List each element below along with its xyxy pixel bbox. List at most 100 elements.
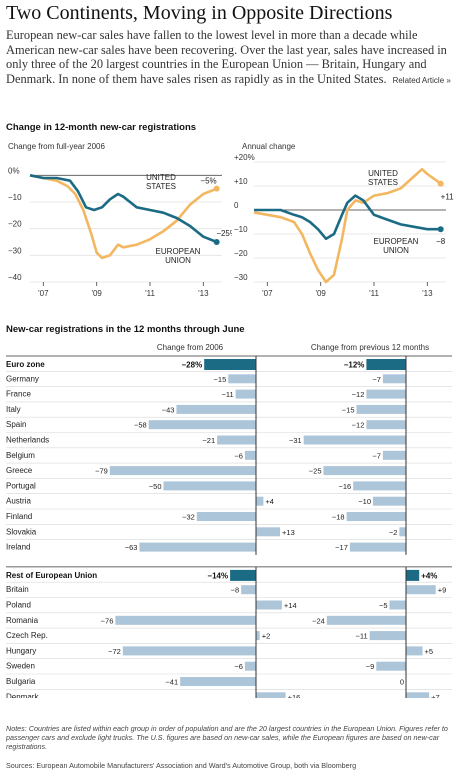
country-value-label: −72 [108,647,121,656]
country-bar [399,527,406,537]
country-bar [406,585,436,595]
country-label: Sweden [6,662,35,671]
country-bar [241,585,256,595]
country-bar [180,677,256,686]
country-value-label: −7 [372,451,381,460]
y-tick-label: −40 [8,273,22,282]
series-end-point [213,239,220,245]
y-tick-label: 0% [8,166,20,175]
group-total-label: −28% [182,361,203,370]
country-value-label: −58 [134,421,147,430]
country-value-label: +5 [425,647,434,656]
series-name-label: EUROPEAN [374,237,419,246]
country-value-label: −31 [289,436,302,445]
country-value-label: −15 [214,375,227,384]
country-bar [122,646,256,656]
series-line-united-states [29,174,218,260]
country-value-label: −41 [165,678,178,687]
country-label: Britain [6,585,29,594]
country-label: Belgium [6,451,35,460]
chart-subtitle: Annual change [242,142,296,151]
country-bar [406,692,430,698]
column-header: Change from 2006 [157,343,224,352]
y-tick-label: −30 [8,246,22,255]
country-value-label: +9 [438,586,447,595]
country-label: Spain [6,420,26,429]
country-bar [109,466,256,476]
y-tick-label: −20 [234,249,248,258]
country-value-label: −43 [162,405,175,414]
page-title: Two Continents, Moving in Opposite Direc… [6,2,393,24]
country-value-label: −63 [125,543,138,552]
notes: Notes: Countries are listed within each … [6,724,448,751]
x-tick-label: '11 [369,289,379,298]
country-value-label: −50 [149,482,162,491]
country-value-label: −8 [231,586,240,595]
country-label: Slovakia [6,527,37,536]
country-bar [115,615,257,625]
country-bar [303,435,406,445]
country-value-label: +13 [282,528,295,537]
country-bar [256,631,260,641]
country-value-label: −25 [309,467,322,476]
series-name-label: EUROPEAN [156,247,201,256]
country-bar [235,389,256,399]
x-tick-label: '09 [91,289,102,298]
country-value-label: +16 [288,693,301,698]
series-line-european-union [29,174,218,244]
group-name: Euro zone [6,360,45,369]
country-label: Denmark [6,692,39,698]
country-bar [406,646,423,656]
group-total-label: +4% [421,571,437,580]
country-bar [217,435,256,445]
x-tick-label: '11 [145,289,155,298]
series-end-label: −5% [200,177,216,186]
country-label: Hungary [6,646,36,655]
country-label: Poland [6,601,31,610]
line-chart-annual-change: Annual change +20% +10 0 −10 −20 −30 '07 '09 '11 '… [234,142,454,298]
intro-paragraph: European new-car sales have fallen to th… [6,28,458,88]
series-name-label: UNITED [146,173,176,182]
country-bar [228,374,256,384]
group-total-bar [204,359,256,370]
country-label: Italy [6,405,21,414]
country-bar [389,600,406,610]
country-label: Czech Rep. [6,631,48,640]
country-value-label: −21 [202,436,215,445]
series-name-label: STATES [368,178,398,187]
y-tick-label: +10 [234,177,248,186]
x-tick-label: '13 [422,289,433,298]
country-value-label: −5 [379,601,388,610]
series-line-united-states [253,167,442,284]
series-line-european-union [254,194,441,241]
country-value-label: −18 [332,513,345,522]
country-bar [256,692,286,698]
x-tick-label: '13 [198,289,209,298]
country-value-label: −2 [389,528,398,537]
y-tick-label: −30 [234,273,248,282]
country-bar [244,661,256,671]
country-value-label: −76 [101,616,114,625]
country-bar [346,512,406,521]
series-end-point [437,180,444,187]
section2-heading: New-car registrations in the 12 months t… [6,324,245,335]
country-bar [139,542,256,552]
country-label: Netherlands [6,436,49,445]
chart-subtitle: Change from full-year 2006 [8,142,105,151]
country-bar [382,374,406,384]
country-value-label: −6 [234,662,243,671]
country-bar [356,404,406,414]
country-label: Greece [6,466,33,475]
country-value-label: −11 [356,632,368,641]
related-article-link[interactable]: Related Article » [392,75,451,85]
intro-text: European new-car sales have fallen to th… [6,28,447,86]
country-value-label: −79 [95,467,108,476]
country-value-label: −12 [352,421,365,430]
country-value-label: +14 [284,601,297,610]
group-name: Rest of European Union [6,571,97,580]
y-tick-label: 0 [234,201,239,210]
country-bar [148,420,256,430]
country-value-label: −11 [221,390,233,399]
country-value-label: −17 [335,543,348,552]
country-bar [376,661,406,671]
